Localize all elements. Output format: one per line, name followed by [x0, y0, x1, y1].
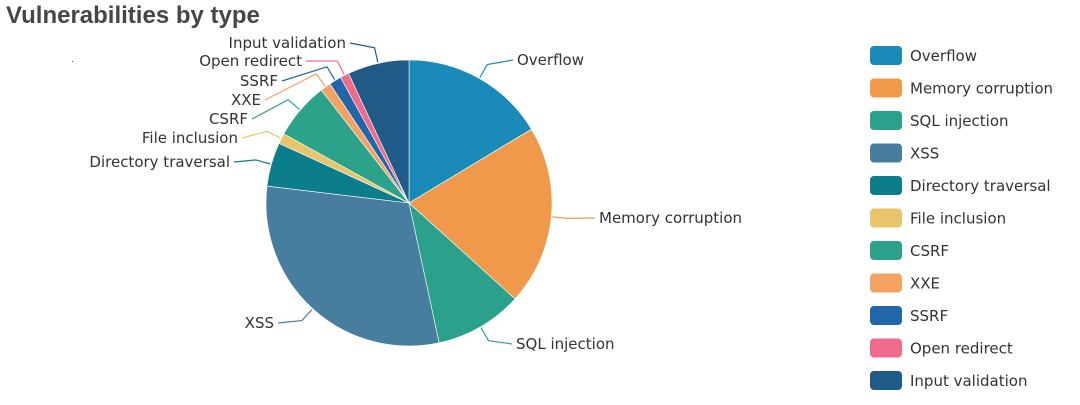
callout-label-csrf: CSRF — [209, 110, 248, 128]
callout-line-csrf — [251, 98, 300, 120]
pie-slice-input-validation[interactable] — [348, 59, 410, 204]
legend-item-sql-injection[interactable]: SQL injection — [870, 111, 1009, 130]
legend-swatch-memory-corruption — [870, 78, 902, 98]
legend-label-directory-traversal: Directory traversal — [910, 177, 1051, 195]
legend-item-ssrf[interactable]: SSRF — [870, 306, 948, 325]
legend-swatch-directory-traversal — [870, 176, 902, 195]
callout-line-ssrf — [281, 66, 336, 82]
legend-label-sql-injection: SQL injection — [910, 112, 1009, 130]
legend-item-xxe[interactable]: XXE — [870, 273, 940, 293]
callout-line-xss — [277, 309, 313, 324]
pie-slice-memory-corruption[interactable] — [408, 128, 553, 300]
legend-swatch-xss — [870, 143, 902, 163]
callout-label-open-redirect: Open redirect — [199, 52, 302, 70]
legend-item-open-redirect[interactable]: Open redirect — [870, 338, 1013, 358]
callout-line-file-inclusion — [241, 130, 281, 139]
legend-swatch-xxe — [870, 273, 902, 293]
callout-label-memory-corruption: Memory corruption — [599, 209, 742, 227]
legend-item-input-validation[interactable]: Input validation — [870, 371, 1027, 390]
legend-label-csrf: CSRF — [910, 242, 949, 260]
callout-line-directory-traversal — [233, 159, 271, 165]
callout-line-memory-corruption — [552, 216, 596, 219]
legend-label-memory-corruption: Memory corruption — [910, 80, 1053, 98]
legend-swatch-open-redirect — [870, 338, 902, 358]
legend-swatch-sql-injection — [870, 111, 902, 130]
callout-line-xxe — [264, 73, 326, 101]
pie-slice-xss[interactable] — [265, 185, 440, 347]
legend-swatch-input-validation — [870, 371, 902, 390]
legend-label-input-validation: Input validation — [910, 372, 1027, 390]
callout-label-xxe: XXE — [231, 91, 261, 109]
legend-item-file-inclusion[interactable]: File inclusion — [870, 208, 1006, 228]
legend-label-file-inclusion: File inclusion — [910, 210, 1006, 228]
callout-line-sql-injection — [480, 327, 513, 345]
legend-item-directory-traversal[interactable]: Directory traversal — [870, 176, 1051, 195]
chart-title: Vulnerabilities by type — [6, 2, 260, 29]
callout-label-xss: XSS — [245, 314, 274, 332]
legend-label-xss: XSS — [910, 145, 939, 163]
callout-label-overflow: Overflow — [517, 51, 584, 69]
callout-line-overflow — [479, 59, 514, 78]
callout-label-input-validation: Input validation — [229, 34, 346, 52]
callout-line-input-validation — [349, 42, 379, 63]
pie-callouts: Overflow Memory corruption SQL injection XS… — [89, 34, 742, 353]
legend-item-xss[interactable]: XSS — [870, 143, 939, 163]
legend-label-xxe: XXE — [910, 275, 940, 293]
callout-label-ssrf: SSRF — [240, 72, 278, 90]
legend-item-csrf[interactable]: CSRF — [870, 241, 949, 260]
callout-line-open-redirect — [305, 60, 345, 75]
legend-swatch-ssrf — [870, 306, 902, 325]
legend-swatch-csrf — [870, 241, 902, 260]
legend-label-open-redirect: Open redirect — [910, 340, 1013, 358]
legend-label-overflow: Overflow — [910, 47, 977, 65]
legend-label-ssrf: SSRF — [910, 307, 948, 325]
pie-slices — [265, 59, 553, 347]
callout-label-file-inclusion: File inclusion — [142, 129, 238, 147]
callout-label-sql-injection: SQL injection — [516, 335, 615, 353]
pie-slice-sql-injection[interactable] — [408, 202, 516, 344]
legend-swatch-overflow — [870, 46, 902, 65]
stray-dot — [72, 61, 73, 62]
legend-item-memory-corruption[interactable]: Memory corruption — [870, 78, 1053, 98]
callout-label-directory-traversal: Directory traversal — [89, 153, 230, 171]
legend-item-overflow[interactable]: Overflow — [870, 46, 977, 65]
pie-slice-overflow[interactable] — [408, 59, 532, 204]
legend-swatch-file-inclusion — [870, 208, 902, 228]
legend: Overflow Memory corruption SQL injection XS… — [870, 46, 1053, 390]
